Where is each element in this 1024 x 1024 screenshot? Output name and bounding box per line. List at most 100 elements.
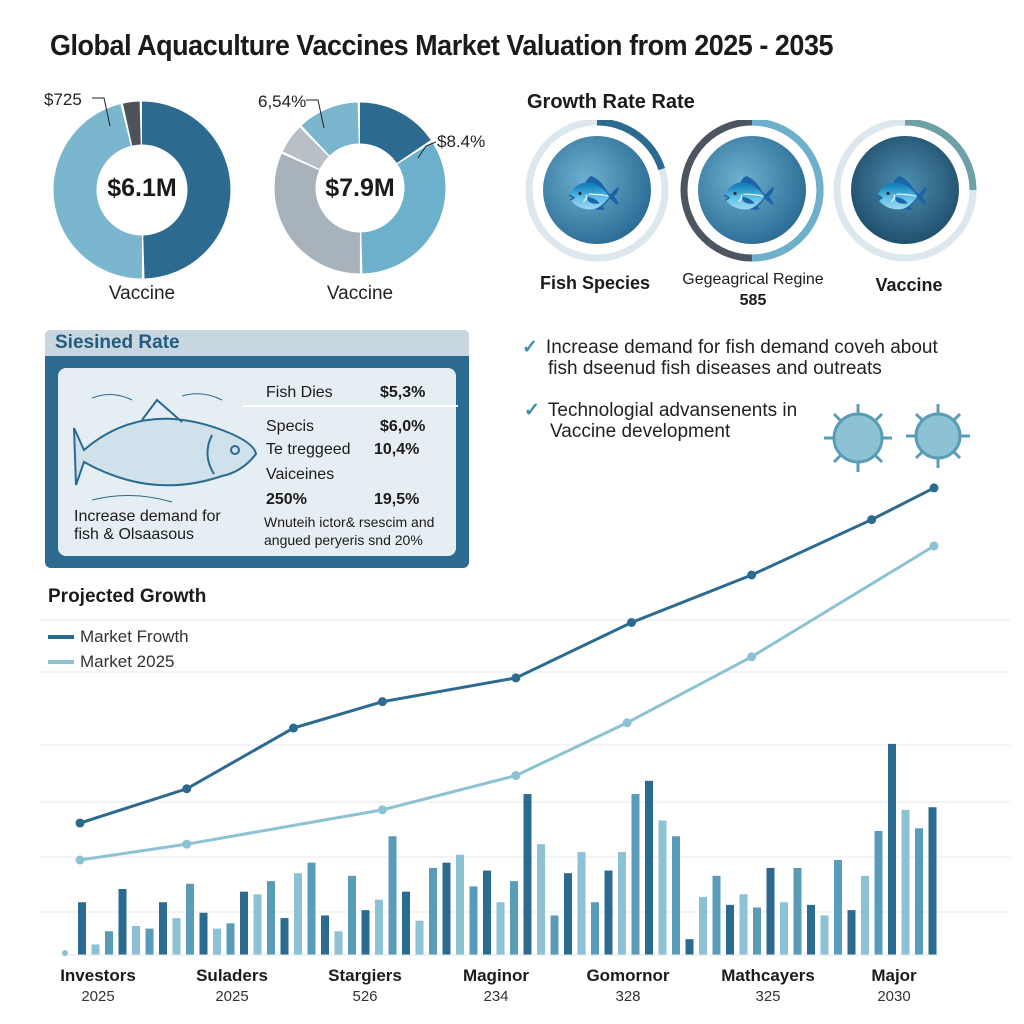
region-image: 🐟 (686, 124, 818, 256)
bar (321, 915, 329, 955)
bar (591, 902, 599, 955)
series-line-1 (79, 486, 935, 825)
series-point (747, 652, 757, 662)
bar (199, 912, 208, 955)
panel-caption-line: Increase demand for (74, 508, 221, 525)
bar (874, 830, 883, 955)
x-tick-year: 328 (615, 988, 641, 1005)
donut-segment (274, 102, 446, 274)
x-tick-label: Major (871, 966, 917, 985)
growth-ring-progress (525, 120, 669, 262)
bar (726, 904, 734, 955)
row-label: Vaiceines (266, 466, 335, 483)
x-tick-year: 2025 (81, 988, 115, 1005)
bar (766, 867, 775, 955)
series-point (627, 618, 637, 627)
bar (618, 852, 626, 955)
donut-2-value: $7.9M (325, 174, 395, 202)
bar (699, 896, 707, 955)
bar (537, 844, 545, 955)
bar (604, 870, 613, 955)
bar (267, 881, 275, 955)
bar (564, 873, 572, 955)
legend-label: Market Frowth (80, 627, 189, 646)
bar (132, 925, 140, 955)
donut-chart-1 (53, 101, 231, 279)
bar (186, 883, 194, 955)
bar (118, 889, 127, 955)
row-value: 19,5% (374, 491, 420, 508)
bar (415, 920, 424, 955)
row-label: Fish Dies (266, 384, 333, 401)
series-point (289, 723, 298, 733)
bar (78, 902, 86, 955)
growth-region-value: 585 (739, 292, 767, 309)
x-tick-year: 2025 (215, 988, 249, 1005)
bar (91, 944, 100, 955)
virus-icons (824, 404, 970, 472)
series-point (377, 697, 387, 707)
bar (780, 902, 788, 955)
divider (243, 405, 458, 407)
bar (510, 881, 518, 955)
bar (753, 907, 761, 955)
growth-ring-progress (680, 120, 824, 262)
bar (834, 860, 842, 955)
bar (658, 820, 667, 955)
bullet-text: Vaccine development (550, 421, 731, 442)
bar (105, 931, 113, 955)
legend-item-2: Market 2025 (48, 652, 175, 672)
bar (307, 862, 316, 955)
row-label: Specis (266, 418, 315, 435)
bar (375, 899, 383, 955)
growth-label-fish-species: Fish Species (539, 273, 651, 293)
bar (361, 910, 370, 955)
bar (928, 807, 937, 955)
bar (145, 928, 154, 955)
donut-2-label: Vaccine (326, 283, 394, 304)
bar (469, 886, 478, 955)
x-tick-label: Investors (60, 966, 136, 985)
donut-segment (274, 102, 446, 274)
fish-icon: 🐟 (873, 165, 931, 217)
bar (847, 910, 856, 955)
growth-label-region: Gegeagrical Regine (682, 271, 824, 288)
bar (442, 862, 451, 955)
growth-rings (525, 120, 977, 262)
x-tick-label: Mathcayers (721, 966, 815, 985)
series-point (747, 570, 757, 580)
bar (456, 854, 464, 955)
bar (631, 794, 640, 955)
x-tick-year: 2030 (877, 988, 911, 1005)
panel-caption: Increase demand for fish & Olsaasous (74, 508, 254, 544)
bullet-text: Technologial advansenents in (547, 400, 798, 421)
series-point (182, 839, 192, 849)
callout-line (417, 141, 437, 159)
x-tick-label: Gomornor (586, 966, 670, 985)
series-point (75, 818, 85, 828)
growth-ring-progress (833, 120, 977, 262)
legend-swatch (48, 635, 74, 639)
donut-charts (53, 97, 446, 279)
legend-label: Market 2025 (80, 652, 175, 671)
projected-growth-plot (40, 483, 1010, 956)
bar (496, 902, 505, 955)
growth-label-vaccine: Vaccine (875, 275, 943, 295)
bar (739, 894, 748, 955)
bar (402, 891, 410, 955)
legend-item-1: Market Frowth (48, 627, 189, 647)
callout-line (306, 99, 325, 129)
bar (240, 891, 248, 955)
x-tick-year: 325 (755, 988, 781, 1005)
legend-swatch (48, 660, 74, 664)
bar (550, 915, 559, 955)
series-point (511, 771, 521, 781)
x-tick-label: Stargiers (328, 966, 402, 985)
growth-title: Growth Rate Rate (527, 91, 695, 113)
panel-caption-line: fish & Olsaasous (74, 526, 195, 543)
row-label: Te treggeed (266, 441, 351, 458)
chart-title: Projected Growth (48, 586, 207, 607)
row-value: $6,0% (380, 418, 426, 435)
check-icon: ✓ (524, 400, 540, 421)
row-label: 250% (266, 491, 307, 508)
